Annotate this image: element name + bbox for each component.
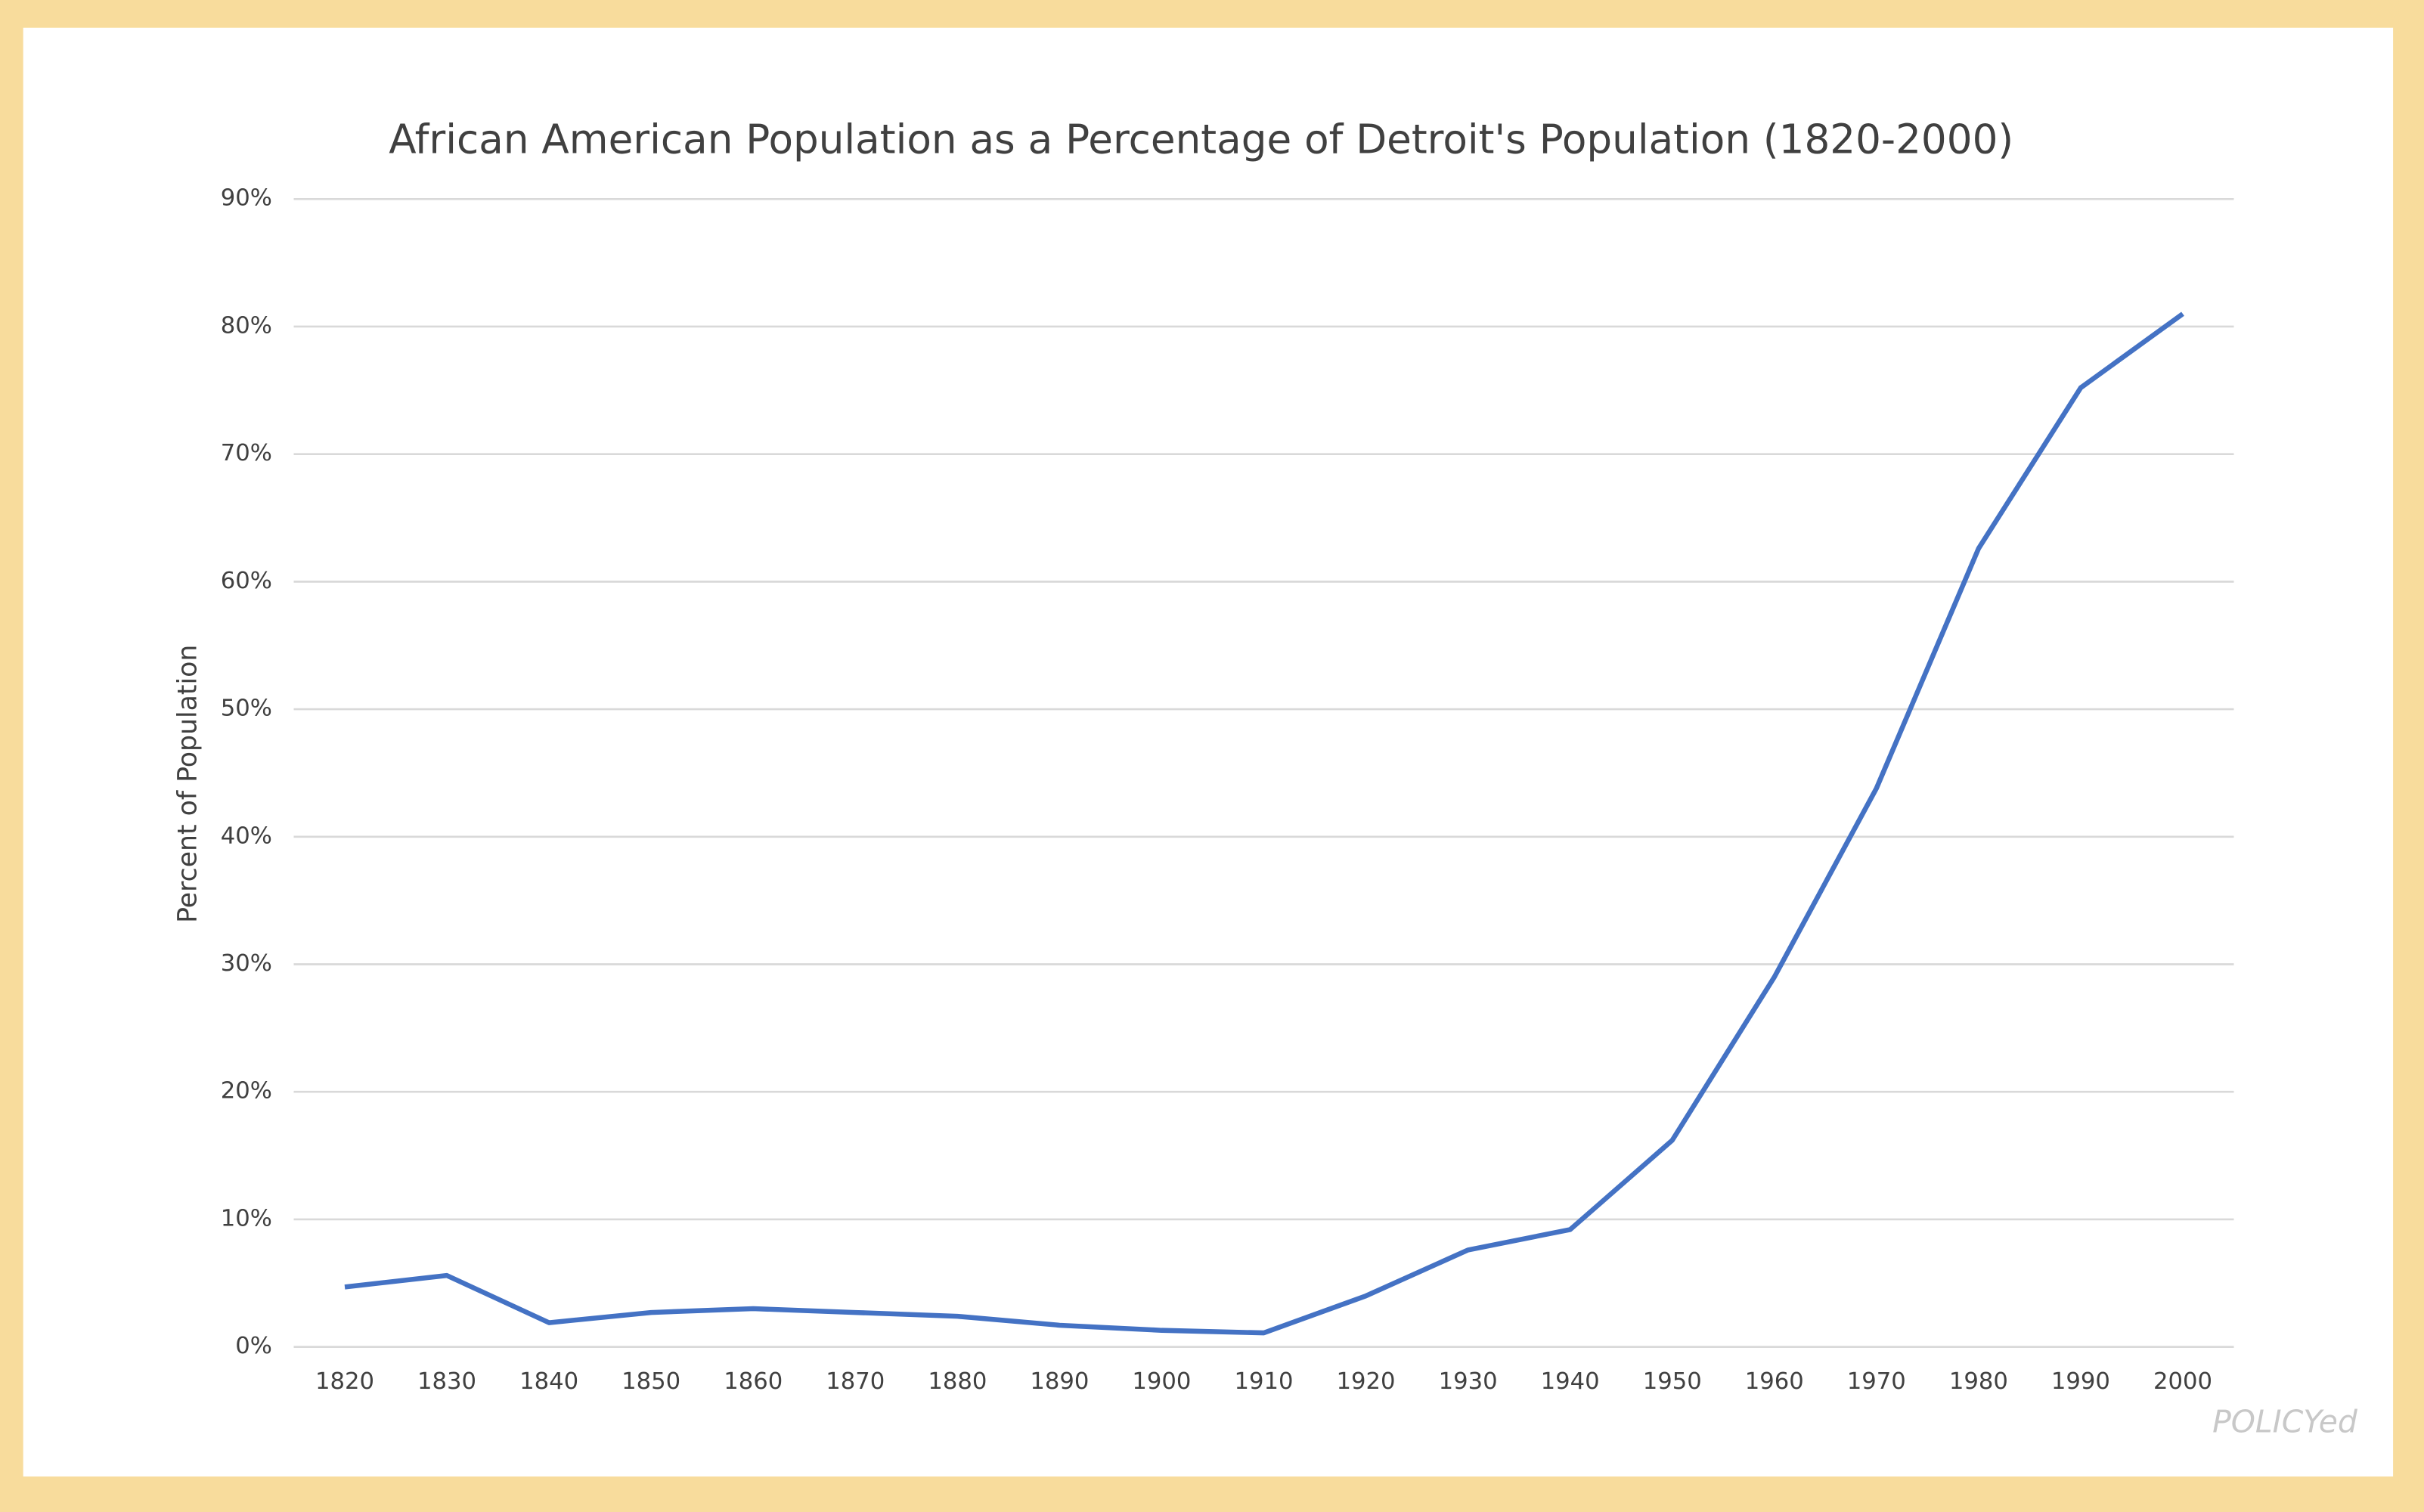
y-tick-label: 30% (221, 950, 272, 977)
x-tick-label: 1860 (724, 1368, 783, 1395)
y-tick-label: 20% (221, 1078, 272, 1105)
x-tick-label: 1940 (1541, 1368, 1600, 1395)
x-tick-label: 1960 (1745, 1368, 1804, 1395)
x-tick-label: 1910 (1234, 1368, 1293, 1395)
x-tick-label: 1970 (1847, 1368, 1906, 1395)
y-tick-label: 50% (221, 696, 272, 722)
x-tick-label: 1890 (1030, 1368, 1089, 1395)
x-tick-label: 1900 (1132, 1368, 1191, 1395)
y-tick-label: 60% (221, 568, 272, 594)
x-tick-label: 1870 (826, 1368, 885, 1395)
x-tick-label: 2000 (2153, 1368, 2212, 1395)
line-series (344, 311, 2184, 1336)
x-tick-label: 1990 (2051, 1368, 2110, 1395)
logo: POLICYed (2212, 1404, 2358, 1440)
y-tick-label: 0% (235, 1333, 272, 1359)
x-tick-label: 1850 (621, 1368, 680, 1395)
chart-panel (23, 27, 2394, 1477)
y-tick-label: 90% (221, 185, 272, 212)
y-tick-label: 10% (221, 1205, 272, 1232)
x-tick-label: 1980 (1949, 1368, 2008, 1395)
x-tick-label: 1950 (1643, 1368, 1702, 1395)
y-tick-label: 80% (221, 312, 272, 339)
x-tick-label: 1930 (1439, 1368, 1498, 1395)
y-tick-label: 70% (221, 440, 272, 466)
x-tick-label: 1880 (928, 1368, 987, 1395)
y-tick-label: 40% (221, 823, 272, 849)
chart-title: African American Population as a Percent… (389, 116, 2013, 163)
x-tick-label: 1840 (519, 1368, 578, 1395)
y-axis-label: Percent of Population (172, 645, 203, 923)
x-tick-label: 1820 (315, 1368, 374, 1395)
x-tick-label: 1830 (417, 1368, 476, 1395)
x-tick-label: 1920 (1337, 1368, 1396, 1395)
